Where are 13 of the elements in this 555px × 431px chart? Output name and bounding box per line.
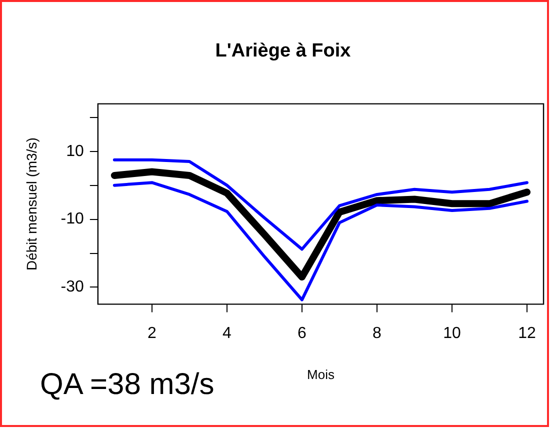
x-tick-label: 6 [298,325,307,342]
y-tick-label: -10 [60,210,84,228]
x-tick-label: 2 [147,325,156,342]
y-tick-label: -30 [60,278,84,296]
text: QA =38 m3/s [40,368,214,402]
x-tick-label: 4 [222,325,232,342]
x-tick-label: 8 [372,325,382,342]
x-tick-label: 10 [443,325,462,342]
y-tick-label: 10 [66,142,84,160]
x-tick-label: 12 [518,325,536,342]
x-axis-title: Mois [307,366,335,382]
y-axis-title: Débit mensuel (m3/s) [23,137,40,271]
chart-title: L'Ariège à Foix [215,40,352,62]
